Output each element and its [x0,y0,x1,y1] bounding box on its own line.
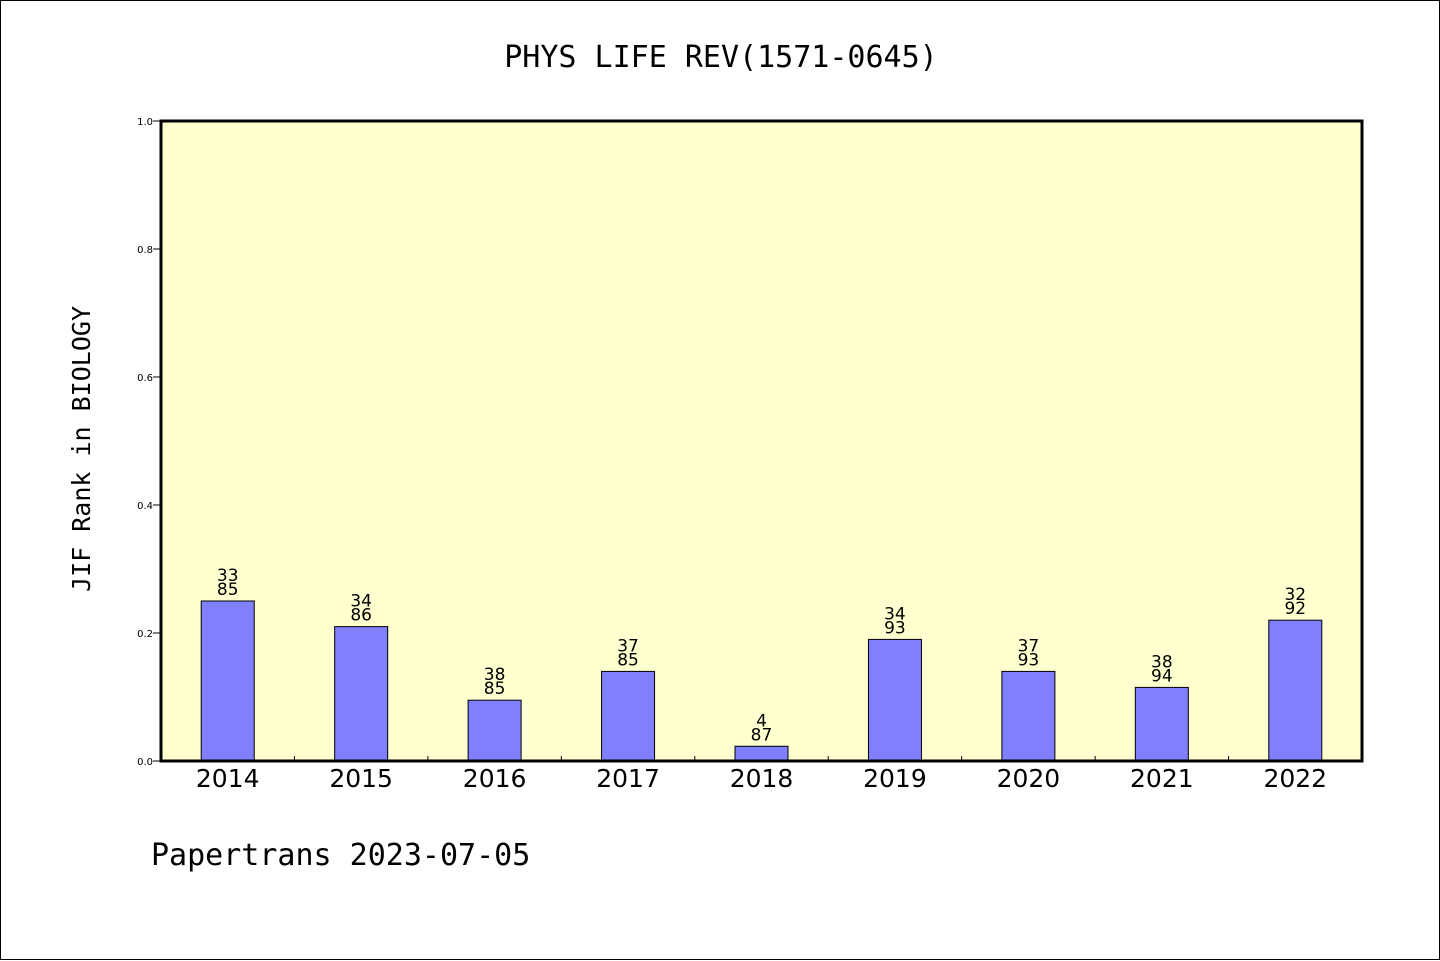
x-tick-label: 2019 [863,764,927,793]
y-tick-label: 0.6 [137,373,153,384]
bar-total-label: 93 [884,618,906,638]
bar-total-label: 92 [1284,599,1306,619]
y-tick-label: 0.8 [137,245,153,256]
x-tick-label: 2021 [1130,764,1194,793]
bar-rank-label: 34 [884,604,906,624]
bars [200,600,1323,762]
bar-2022 [1268,619,1323,762]
chart-title: PHYS LIFE REV(1571-0645) [504,40,937,75]
bar-rank-label: 37 [617,636,639,656]
bar-total-label: 85 [217,580,239,600]
bar-2016 [467,699,522,762]
x-tick-label: 2020 [997,764,1061,793]
y-tick-label: 0.0 [137,757,153,768]
bar-2021 [1134,686,1189,762]
y-axis-ticks: 0.0 0.2 0.4 0.6 0.8 1.0 [137,117,161,768]
bar-2014 [200,600,255,762]
plot-border [159,119,1364,763]
y-axis-label: JIF Rank in BIOLOGY [67,306,96,592]
bar-2019 [867,638,922,762]
y-tick-label: 1.0 [137,117,153,128]
x-tick-label: 2014 [196,764,260,793]
x-tick-label: 2016 [463,764,527,793]
bar-total-label: 85 [617,650,639,670]
x-tick-label: 2015 [329,764,393,793]
x-axis-ticks: 2014 2015 2016 2017 2018 2019 2020 2021 2022 [196,756,1327,793]
bar-2018 [734,745,789,762]
x-tick-label: 2018 [730,764,794,793]
bar-rank-label: 32 [1284,585,1306,605]
footer-credit: Papertrans 2023-07-05 [151,838,530,873]
bar-2015 [334,626,389,762]
bar-rank-label: 37 [1018,636,1040,656]
bar-total-label: 86 [350,606,372,626]
bar-2017 [601,670,656,762]
bar-total-label: 93 [1018,650,1040,670]
y-tick-label: 0.2 [137,629,153,640]
bar-rank-label: 33 [217,566,239,586]
x-tick-label: 2022 [1263,764,1327,793]
y-tick-label: 0.4 [137,501,153,512]
bar-total-label: 94 [1151,666,1173,686]
x-tick-label: 2017 [596,764,660,793]
bar-rank-label: 4 [756,711,767,731]
bar-rank-label: 34 [350,592,372,612]
bar-2020 [1001,670,1056,762]
bar-rank-label: 38 [484,665,506,685]
bar-total-label: 85 [484,679,506,699]
bar-total-label: 87 [751,725,773,745]
bar-rank-label: 38 [1151,652,1173,672]
